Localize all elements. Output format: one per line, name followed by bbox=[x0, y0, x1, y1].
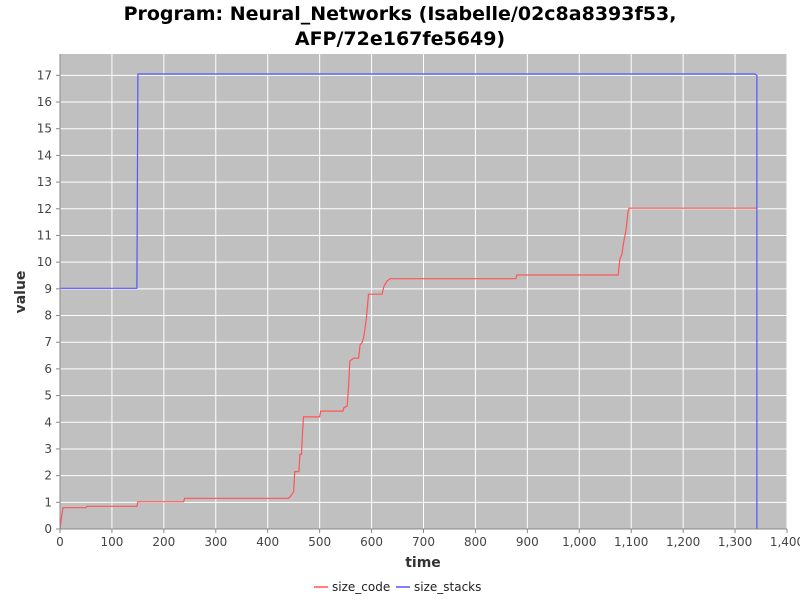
x-tick-label: 700 bbox=[412, 535, 435, 549]
y-tick-label: 16 bbox=[37, 95, 52, 109]
x-tick-label: 400 bbox=[256, 535, 279, 549]
chart-title-line-2: AFP/72e167fe5649) bbox=[294, 28, 506, 50]
series-lines bbox=[59, 73, 758, 530]
x-tick-label: 100 bbox=[100, 535, 123, 549]
y-tick-label: 7 bbox=[44, 335, 52, 349]
x-tick-label: 1,000 bbox=[562, 535, 596, 549]
x-axis-title: time bbox=[405, 555, 441, 571]
x-tick-label: 300 bbox=[204, 535, 227, 549]
y-tick-label: 0 bbox=[44, 522, 52, 536]
y-tick-label: 13 bbox=[37, 175, 52, 189]
chart-title: Program: Neural_Networks (Isabelle/02c8a… bbox=[0, 2, 800, 52]
y-tick-label: 1 bbox=[44, 495, 52, 509]
y-tick-label: 14 bbox=[37, 148, 52, 162]
y-tick-label: 4 bbox=[44, 415, 52, 429]
x-tick-label: 600 bbox=[360, 535, 383, 549]
y-tick-label: 11 bbox=[37, 228, 52, 242]
y-axis-title: value bbox=[13, 271, 29, 314]
y-tick-label: 8 bbox=[44, 309, 52, 323]
x-tick-label: 0 bbox=[56, 535, 64, 549]
y-tick-label: 5 bbox=[44, 389, 52, 403]
x-tick-label: 1,200 bbox=[666, 535, 700, 549]
y-tick-label: 15 bbox=[37, 122, 52, 136]
legend: size_code size_stacks bbox=[314, 580, 481, 594]
legend-label-size-code: size_code bbox=[332, 580, 390, 594]
x-tick-label: 200 bbox=[152, 535, 175, 549]
y-tick-label: 17 bbox=[37, 68, 52, 82]
x-tick-label: 900 bbox=[516, 535, 539, 549]
y-tick-label: 3 bbox=[44, 442, 52, 456]
x-tick-label: 1,100 bbox=[614, 535, 648, 549]
x-tick-label: 1,300 bbox=[718, 535, 752, 549]
y-tick-label: 6 bbox=[44, 362, 52, 376]
y-tick-label: 9 bbox=[44, 282, 52, 296]
y-tick-label: 12 bbox=[37, 202, 52, 216]
y-tick-label: 10 bbox=[37, 255, 52, 269]
series-line-size-stacks bbox=[60, 73, 758, 529]
x-tick-label: 1,400 bbox=[770, 535, 800, 549]
x-tick-label: 500 bbox=[308, 535, 331, 549]
chart-title-line-1: Program: Neural_Networks (Isabelle/02c8a… bbox=[123, 3, 677, 25]
legend-label-size-stacks: size_stacks bbox=[414, 580, 481, 594]
x-tick-label: 800 bbox=[464, 535, 487, 549]
series-line-size-code bbox=[59, 207, 757, 530]
y-tick-label: 2 bbox=[44, 469, 52, 483]
